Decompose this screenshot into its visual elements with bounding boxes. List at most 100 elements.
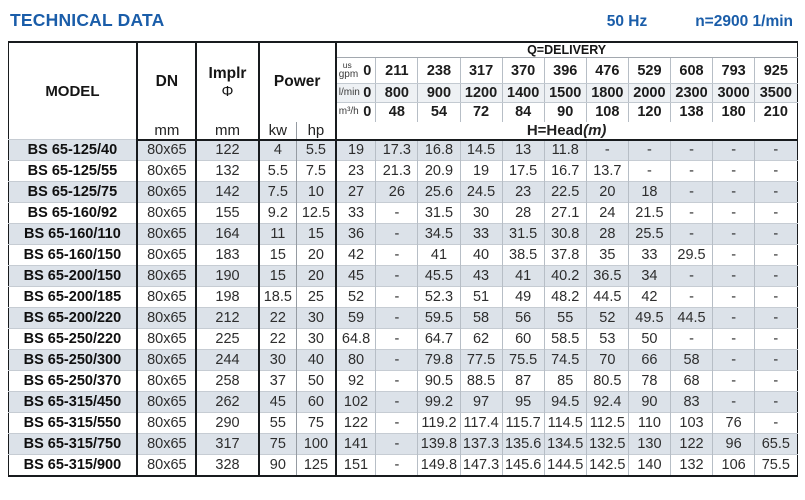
delivery-lmin-row: l/min 0 800 900 1200 1400 1500 1800 2000 2300 30… [8,83,797,103]
head-value-cell: 96 [712,433,756,455]
head-value-cell: 59.5 [417,307,461,329]
head-value-cell: 42 [335,244,377,266]
model-column-header: MODEL [8,42,139,140]
head-value-cell: 33 [335,202,377,224]
head-value-cell: 45 [335,265,377,287]
hp-cell: 25 [296,286,337,308]
impeller-cell: 212 [196,307,260,329]
head-value-cell: 33 [460,223,503,245]
head-value-cell: 13.7 [586,160,629,182]
model-cell: BS 65-315/750 [8,433,139,455]
speed-label: n=2900 1/min [695,13,793,30]
head-value-cell: 20.9 [417,160,461,182]
head-value-cell: 56 [502,307,545,329]
head-value-cell: 58.5 [544,328,587,350]
model-cell: BS 65-160/92 [8,202,139,224]
head-value-cell: 62 [460,328,503,350]
dn-column-header: DN [137,42,198,122]
delivery-header-value: 3000 [712,83,756,103]
head-value-cell: 88.5 [460,370,503,392]
table-row: BS 65-125/40 80x65 122 4 5.5 19 17.3 16.8 14.5 13… [8,139,797,161]
delivery-header-value: 793 [712,57,756,84]
head-value-cell: 59 [335,307,377,329]
delivery-header-value: 396 [544,57,587,84]
model-cell: BS 65-315/900 [8,454,139,476]
head-value-cell: 28 [502,202,545,224]
kw-cell: 4 [258,139,298,161]
frequency-label: 50 Hz [606,13,648,30]
impeller-cell: 244 [196,349,260,371]
delivery-header-value: 84 [502,102,545,122]
dn-cell: 80x65 [137,328,198,350]
head-value-cell: 58 [670,349,714,371]
head-value-cell: 68 [670,370,714,392]
head-value-cell: 44.5 [670,307,714,329]
delivery-header-value: 900 [417,83,461,103]
delivery-header-value: 800 [375,83,419,103]
table-body: BS 65-125/40 80x65 122 4 5.5 19 17.3 16.8 14.5 13… [8,139,797,476]
dn-cell: 80x65 [137,412,198,434]
head-value-cell: 40.2 [544,265,587,287]
head-value-cell: - [375,349,419,371]
head-value-cell: 80 [335,349,377,371]
head-value-cell: 17.5 [502,160,545,182]
head-value-cell: 22.5 [544,181,587,203]
head-value-cell: 66 [628,349,671,371]
table-row: BS 65-160/92 80x65 155 9.2 12.5 33-31.5 30 28 27… [8,202,797,224]
head-value-cell: 33 [628,244,671,266]
head-value-cell: 97 [460,391,503,413]
head-value-cell: - [670,265,714,287]
impeller-column-header: Implr Φ [196,42,260,122]
head-value-cell: 28 [586,223,629,245]
head-value-cell: - [628,139,671,161]
delivery-header-value: 211 [375,57,419,84]
head-value-cell: 16.8 [417,139,461,161]
head-value-cell: - [754,391,797,413]
head-value-cell: 49 [502,286,545,308]
impeller-cell: 142 [196,181,260,203]
head-value-cell: 87 [502,370,545,392]
head-value-cell: 83 [670,391,714,413]
impeller-cell: 183 [196,244,260,266]
hp-cell: 12.5 [296,202,337,224]
head-value-cell: 38.5 [502,244,545,266]
lmin-zero-value: 0 [363,85,372,101]
head-value-cell: 27 [335,181,377,203]
head-value-cell: 24 [586,202,629,224]
head-value-cell: 144.5 [544,454,587,476]
kw-cell: 11 [258,223,298,245]
head-value-cell: 43 [460,265,503,287]
head-value-cell: - [712,223,756,245]
head-value-cell: 132 [670,454,714,476]
head-value-cell: - [670,328,714,350]
head-value-cell: 20 [586,181,629,203]
head-value-cell: 35 [586,244,629,266]
table-row: BS 65-160/110 80x65 164 11 15 36-34.5 33 31.5 30… [8,223,797,245]
head-value-cell: 79.8 [417,349,461,371]
head-value-cell: - [754,244,797,266]
head-value-cell: 90 [628,391,671,413]
header-row-delivery-title: MODEL DN Implr Φ Power Q=DELIVERY [8,42,797,140]
kw-cell: 90 [258,454,298,476]
head-value-cell: 94.5 [544,391,587,413]
dn-cell: 80x65 [137,370,198,392]
kw-cell: 22 [258,307,298,329]
table-row: BS 65-315/900 80x65 328 90 125 151-149.8 147.3… [8,454,797,476]
head-value-cell: - [712,139,756,161]
head-unit: (m) [583,121,607,139]
model-cell: BS 65-200/185 [8,286,139,308]
impeller-cell: 132 [196,160,260,182]
table-row: BS 65-200/220 80x65 212 22 30 59-59.5 58 56 55 52… [8,307,797,329]
dn-unit-cell: mm [137,121,198,141]
head-value-cell: - [754,181,797,203]
hp-cell: 7.5 [296,160,337,182]
head-value-cell: - [628,160,671,182]
head-value-cell: 110 [628,412,671,434]
head-value-cell: 145.6 [502,454,545,476]
head-value-cell: 92 [335,370,377,392]
head-value-cell: - [375,433,419,455]
kw-cell: 75 [258,433,298,455]
model-cell: BS 65-125/75 [8,181,139,203]
head-value-cell: 122 [670,433,714,455]
